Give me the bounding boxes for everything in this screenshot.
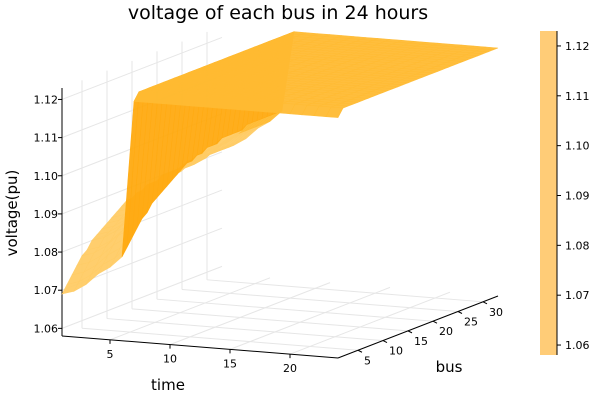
floor-grid-time: [229, 286, 391, 350]
floor-grid-bus: [131, 308, 409, 332]
colorbar-tick-label: 1.09: [565, 189, 590, 202]
axes: [61, 88, 499, 359]
y-tick-label: 25: [464, 316, 478, 329]
floor-grid-time: [289, 291, 451, 355]
voltage-surface: [61, 31, 499, 295]
y-axis-line: [337, 295, 499, 359]
colorbar-fill: [540, 31, 557, 355]
z-tick-label: 1.12: [34, 93, 59, 106]
y-tick-mark: [457, 311, 463, 314]
floor-grid-time: [109, 277, 271, 341]
y-axis-ticks: 5 10 15 20 25 30: [357, 301, 503, 367]
wall-grid-voltage: [61, 36, 223, 100]
x-axis-line: [61, 335, 339, 359]
colorbar: 1.06 1.07 1.08 1.09 1.10 1.11 1.12: [540, 31, 590, 355]
colorbar-tick-label: 1.11: [565, 90, 590, 103]
wall-grid-voltage: [61, 189, 223, 253]
floor-grid-bus: [206, 279, 484, 303]
floor-grid-bus: [81, 327, 359, 351]
y-tick-label: 15: [414, 335, 428, 348]
floor-grid-bus: [156, 298, 434, 322]
surface-patch: [325, 106, 344, 118]
y-tick-mark: [482, 301, 488, 305]
colorbar-tick-label: 1.08: [565, 239, 590, 252]
wall-grid-voltage: [61, 265, 223, 329]
floor-grid-bus: [181, 289, 459, 312]
x-axis-ticks: 5 10 15 20: [107, 339, 297, 375]
x-tick-label: 10: [163, 353, 177, 366]
chart-title: voltage of each bus in 24 hours: [128, 2, 428, 24]
y-tick-mark: [432, 320, 438, 324]
colorbar-ticks: 1.06 1.07 1.08 1.09 1.10 1.11 1.12: [557, 40, 590, 352]
z-tick-label: 1.07: [34, 284, 59, 297]
y-tick-label: 10: [389, 345, 403, 358]
x-tick-label: 5: [107, 348, 114, 361]
y-tick-label: 20: [439, 325, 453, 338]
colorbar-tick-label: 1.10: [565, 140, 590, 153]
z-tick-label: 1.10: [34, 170, 59, 183]
x-tick-label: 20: [283, 362, 297, 375]
z-axis-ticks: 1.06 1.07 1.08 1.09 1.10 1.11 1.12: [34, 93, 62, 335]
colorbar-tick-label: 1.06: [565, 339, 590, 352]
floor-grid-time: [169, 282, 331, 346]
z-tick-label: 1.09: [34, 208, 59, 221]
x-tick-label: 15: [223, 357, 237, 370]
z-tick-label: 1.06: [34, 322, 59, 335]
z-tick-label: 1.08: [34, 246, 59, 259]
y-axis-label: bus: [436, 358, 463, 376]
colorbar-tick-label: 1.07: [565, 289, 590, 302]
z-tick-label: 1.11: [34, 132, 59, 145]
z-axis-label: voltage(pu): [3, 170, 21, 257]
colorbar-tick-label: 1.12: [565, 40, 590, 53]
x-axis-label: time: [151, 376, 185, 394]
y-tick-label: 5: [364, 354, 371, 367]
y-tick-label: 30: [489, 306, 503, 319]
y-tick-mark: [357, 349, 363, 353]
y-tick-mark: [382, 340, 388, 344]
floor-grid-bus: [106, 318, 384, 342]
y-tick-mark: [407, 330, 413, 334]
